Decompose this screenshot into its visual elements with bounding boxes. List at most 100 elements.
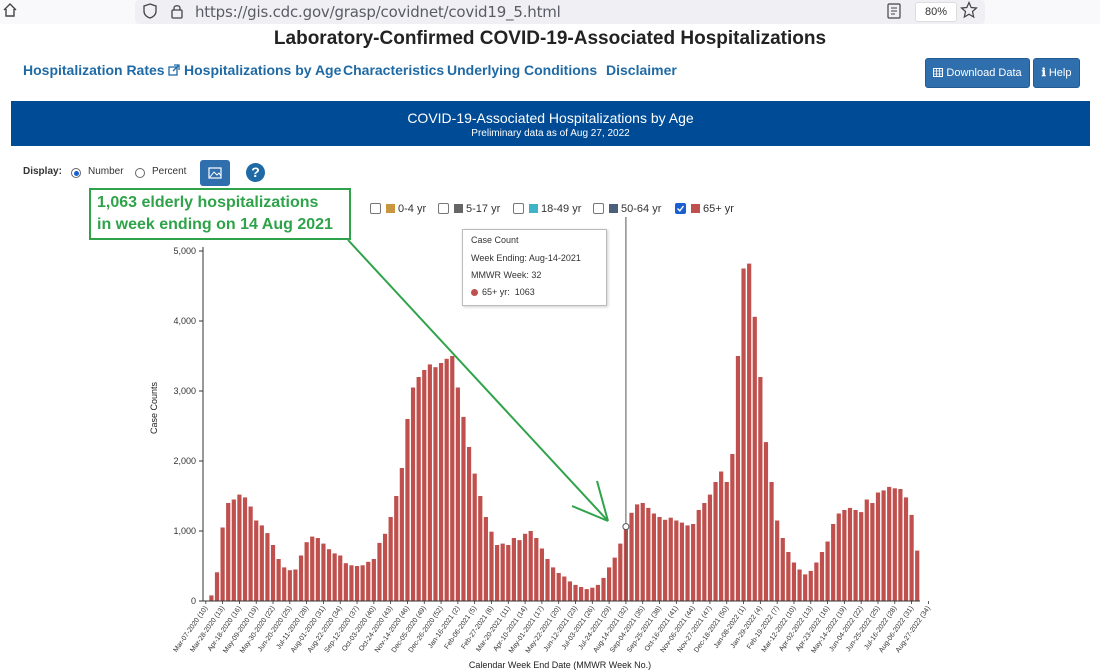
- bar: [735, 356, 741, 601]
- bar: [349, 565, 354, 601]
- browser-toolbar: https://gis.cdc.gov/grasp/covidnet/covid…: [0, 0, 1100, 24]
- bar: [315, 538, 320, 601]
- nav-characteristics[interactable]: Characteristics: [343, 62, 445, 78]
- picture-icon: [208, 167, 222, 179]
- y-tick-label: 2,000: [173, 456, 196, 466]
- legend-checkbox[interactable]: [370, 203, 381, 214]
- legend-label: 5-17 yr: [466, 203, 501, 215]
- tooltip-series-value: 1063: [514, 287, 535, 297]
- radio-number[interactable]: [71, 168, 81, 178]
- radio-percent-label[interactable]: Percent: [152, 166, 187, 177]
- y-tick-label: 5,000: [173, 246, 196, 256]
- bar: [814, 562, 819, 601]
- bar: [321, 543, 326, 601]
- bar: [360, 565, 365, 601]
- bar: [825, 541, 830, 601]
- bar: [461, 416, 466, 601]
- bar: [528, 531, 533, 601]
- radio-percent[interactable]: [135, 168, 145, 178]
- bar: [438, 363, 444, 601]
- bar: [674, 520, 679, 601]
- tooltip-series-dot: [471, 289, 478, 296]
- bar: [775, 520, 780, 601]
- legend-swatch: [454, 204, 463, 213]
- bar: [388, 517, 393, 601]
- radio-number-label[interactable]: Number: [88, 166, 124, 177]
- annotation-line-1: 1,063 elderly hospitalizations: [97, 194, 319, 211]
- shield-icon[interactable]: [143, 3, 157, 24]
- bar: [399, 468, 404, 601]
- legend-swatch: [609, 204, 618, 213]
- nav-disclaimer[interactable]: Disclaimer: [606, 62, 677, 78]
- bar: [635, 504, 640, 601]
- nav-hospitalization-rates[interactable]: Hospitalization Rates: [23, 62, 181, 78]
- legend-checkbox[interactable]: [593, 203, 604, 214]
- chart-tooltip: Case Count Week Ending: Aug-14-2021 MMWR…: [462, 229, 607, 306]
- chart-banner: COVID-19-Associated Hospitalizations by …: [11, 101, 1090, 146]
- nav-underlying-conditions[interactable]: Underlying Conditions: [447, 62, 598, 78]
- bar: [226, 503, 231, 601]
- zoom-level[interactable]: 80%: [915, 2, 957, 22]
- bar: [758, 377, 763, 601]
- bar: [478, 496, 483, 601]
- bar: [875, 492, 881, 601]
- legend-swatch: [691, 204, 700, 213]
- bar: [668, 517, 673, 601]
- bar: [579, 587, 584, 601]
- bar: [220, 527, 225, 601]
- bar: [298, 555, 304, 601]
- bar: [646, 507, 651, 601]
- bar: [444, 358, 449, 601]
- legend-label: 50-64 yr: [621, 203, 662, 215]
- bar: [522, 533, 528, 601]
- url-text[interactable]: https://gis.cdc.gov/grasp/covidnet/covid…: [195, 3, 561, 21]
- home-icon[interactable]: [2, 2, 18, 23]
- legend-label: 0-4 yr: [398, 203, 427, 215]
- reader-view-icon[interactable]: [887, 3, 901, 24]
- help-button[interactable]: ℹ Help: [1033, 58, 1080, 88]
- bar: [909, 514, 914, 601]
- bar: [887, 486, 892, 601]
- y-tick-label: 3,000: [173, 386, 196, 396]
- bar: [500, 543, 505, 601]
- bar: [808, 570, 813, 601]
- bar: [567, 581, 573, 601]
- bar: [259, 525, 264, 601]
- bar: [853, 510, 858, 601]
- banner-title: COVID-19-Associated Hospitalizations by …: [407, 110, 694, 126]
- bar: [489, 531, 494, 601]
- nav-hospitalization-rates-label[interactable]: Hospitalization Rates: [23, 62, 165, 78]
- x-axis-title: Calendar Week End Date (MMWR Week No.): [469, 660, 651, 670]
- bar: [836, 513, 841, 601]
- legend-checkbox[interactable]: [513, 203, 524, 214]
- bar: [791, 562, 797, 601]
- bar: [416, 377, 421, 601]
- bar: [254, 520, 259, 601]
- bar: [752, 316, 757, 601]
- annotation-arrow: [347, 239, 609, 522]
- chart-image-button[interactable]: [200, 160, 230, 186]
- bar: [534, 538, 539, 601]
- bar: [556, 573, 561, 601]
- bar: [287, 570, 292, 601]
- bar: [494, 545, 500, 601]
- legend-checkbox[interactable]: [438, 203, 449, 214]
- bar: [472, 473, 477, 601]
- legend-checkbox-checked[interactable]: [675, 203, 686, 214]
- nav-hospitalizations-by-age[interactable]: Hospitalizations by Age: [184, 62, 342, 78]
- bar: [422, 370, 427, 601]
- bar: [573, 584, 578, 601]
- bar: [763, 442, 769, 601]
- legend-swatch: [529, 204, 538, 213]
- download-data-button[interactable]: Download Data: [925, 58, 1030, 88]
- bar: [903, 497, 909, 601]
- bookmark-star-icon[interactable]: [960, 1, 978, 24]
- bar: [450, 356, 455, 601]
- bar: [719, 471, 724, 601]
- address-bar[interactable]: https://gis.cdc.gov/grasp/covidnet/covid…: [135, 0, 985, 24]
- lock-icon[interactable]: [171, 3, 183, 24]
- display-label: Display:: [23, 166, 62, 177]
- help-circle-icon[interactable]: ?: [246, 163, 265, 182]
- table-icon: [933, 68, 944, 77]
- bar: [410, 387, 416, 601]
